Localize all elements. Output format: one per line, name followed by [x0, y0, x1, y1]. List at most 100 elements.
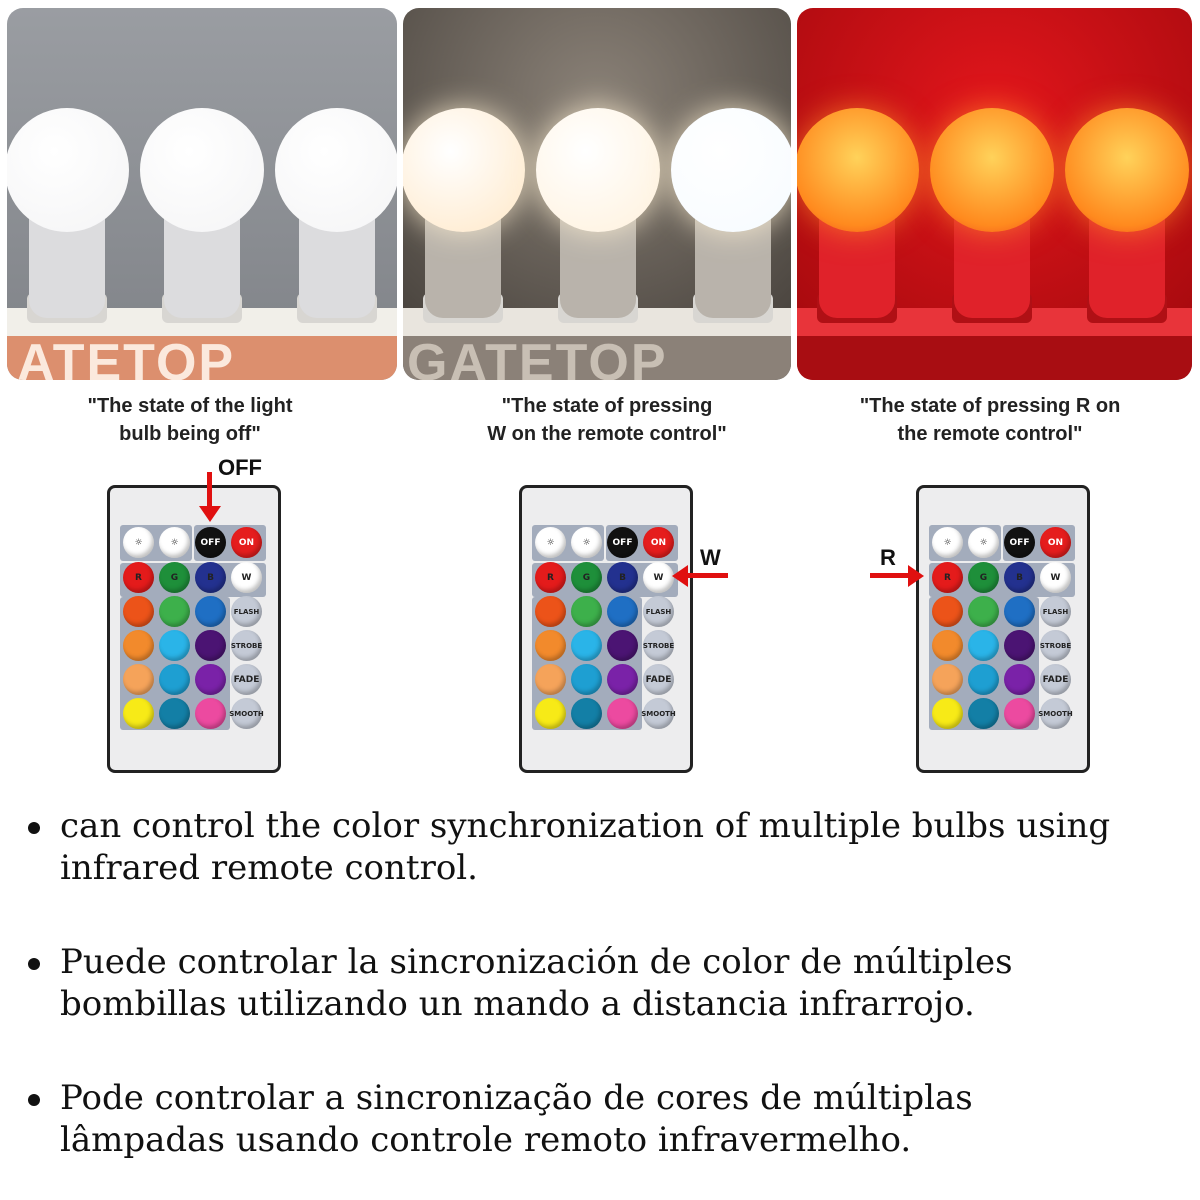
arrow-w [688, 573, 728, 578]
bullet-dot [28, 958, 40, 970]
remote-button-off[interactable]: OFF [195, 527, 226, 558]
remote-button-flash[interactable]: FLASH [1040, 596, 1071, 627]
remote-button-color[interactable] [123, 630, 154, 661]
remote-button-[interactable]: ☼ [123, 527, 154, 558]
remote-button-on[interactable]: ON [1040, 527, 1071, 558]
remote-control-red: ☼ ☼ OFF ON R G B W FLASH STROBE FADE SMOOTH [916, 485, 1090, 773]
arrow-r [870, 573, 910, 578]
remote-button-on[interactable]: ON [231, 527, 262, 558]
caption-line: "The state of the light [87, 395, 293, 417]
remote-button-[interactable]: ☼ [968, 527, 999, 558]
caption-red: "The state of pressing R on the remote co… [810, 392, 1170, 448]
remote-button-[interactable]: ☼ [571, 527, 602, 558]
remote-button-color[interactable] [195, 630, 226, 661]
remote-button-b[interactable]: B [1004, 562, 1035, 593]
remote-control-white: ☼ ☼ OFF ON R G B W FLASH STROBE FADE SMOOTH [519, 485, 693, 773]
remote-button-color[interactable] [1004, 698, 1035, 729]
remote-button-[interactable]: ☼ [535, 527, 566, 558]
remote-button-color[interactable] [159, 698, 190, 729]
remote-button-color[interactable] [932, 698, 963, 729]
brand-watermark: ATETOP [17, 334, 236, 380]
caption-line: W on the remote control" [487, 423, 727, 445]
remote-button-color[interactable] [932, 664, 963, 695]
remote-button-color[interactable] [607, 664, 638, 695]
remote-button-strobe[interactable]: STROBE [231, 630, 262, 661]
remote-button-color[interactable] [535, 596, 566, 627]
remote-button-w[interactable]: W [231, 562, 262, 593]
remote-button-color[interactable] [159, 596, 190, 627]
remote-button-fade[interactable]: FADE [1040, 664, 1071, 695]
remote-button-strobe[interactable]: STROBE [1040, 630, 1071, 661]
bullet-spanish: Puede controlar la sincronización de col… [28, 941, 1198, 1025]
remote-button-color[interactable] [968, 596, 999, 627]
bulb [140, 108, 264, 232]
remote-button-color[interactable] [535, 698, 566, 729]
remote-button-color[interactable] [571, 664, 602, 695]
remote-button-color[interactable] [123, 698, 154, 729]
remote-button-color[interactable] [571, 698, 602, 729]
remote-button-[interactable]: ☼ [159, 527, 190, 558]
remote-button-flash[interactable]: FLASH [643, 596, 674, 627]
remote-button-color[interactable] [195, 596, 226, 627]
caption-line: "The state of pressing [501, 395, 713, 417]
remote-button-fade[interactable]: FADE [643, 664, 674, 695]
remote-button-color[interactable] [195, 698, 226, 729]
brand-watermark: GATETOP [407, 334, 668, 380]
remote-button-color[interactable] [159, 664, 190, 695]
remote-button-strobe[interactable]: STROBE [643, 630, 674, 661]
remote-button-color[interactable] [535, 664, 566, 695]
arrow-off [207, 472, 212, 508]
remote-button-g[interactable]: G [159, 562, 190, 593]
arrow-off-head [199, 506, 221, 522]
remote-button-[interactable]: ☼ [932, 527, 963, 558]
remote-button-smooth[interactable]: SMOOTH [229, 698, 264, 729]
remote-button-fade[interactable]: FADE [231, 664, 262, 695]
remote-button-off[interactable]: OFF [1004, 527, 1035, 558]
remote-button-color[interactable] [607, 698, 638, 729]
remote-button-color[interactable] [932, 596, 963, 627]
remote-control-off: ☼ ☼ OFF ON R G B W FLASH STROBE FADE SMOOTH [107, 485, 281, 773]
bullet-dot [28, 822, 40, 834]
remote-button-color[interactable] [123, 596, 154, 627]
remote-button-r[interactable]: R [535, 562, 566, 593]
remote-button-color[interactable] [123, 664, 154, 695]
bullet-line: Pode controlar a sincronização de cores … [60, 1078, 973, 1118]
remote-button-color[interactable] [571, 596, 602, 627]
remote-button-color[interactable] [1004, 596, 1035, 627]
off-label: OFF [218, 455, 262, 480]
remote-button-color[interactable] [535, 630, 566, 661]
remote-button-r[interactable]: R [123, 562, 154, 593]
caption-white: "The state of pressing W on the remote co… [427, 392, 787, 448]
remote-button-smooth[interactable]: SMOOTH [1038, 698, 1073, 729]
remote-button-b[interactable]: B [607, 562, 638, 593]
remote-button-color[interactable] [968, 698, 999, 729]
bullet-line: infrared remote control. [60, 848, 478, 888]
bulbs-red-photo [797, 8, 1192, 380]
remote-button-g[interactable]: G [968, 562, 999, 593]
bullet-english: can control the color synchronization of… [28, 805, 1198, 889]
remote-button-color[interactable] [1004, 630, 1035, 661]
remote-button-w[interactable]: W [1040, 562, 1071, 593]
remote-button-color[interactable] [932, 630, 963, 661]
remote-button-color[interactable] [968, 664, 999, 695]
caption-line: "The state of pressing R on [859, 395, 1121, 417]
remote-button-color[interactable] [1004, 664, 1035, 695]
bulbs-off-photo: ATETOP [7, 8, 397, 380]
remote-button-color[interactable] [607, 630, 638, 661]
r-label: R [880, 545, 896, 570]
remote-button-r[interactable]: R [932, 562, 963, 593]
remote-button-on[interactable]: ON [643, 527, 674, 558]
bulb [7, 108, 129, 232]
remote-button-color[interactable] [159, 630, 190, 661]
remote-button-w[interactable]: W [643, 562, 674, 593]
remote-button-color[interactable] [607, 596, 638, 627]
remote-button-color[interactable] [195, 664, 226, 695]
remote-button-color[interactable] [571, 630, 602, 661]
bullet-line: Puede controlar la sincronización de col… [60, 942, 1013, 982]
remote-button-smooth[interactable]: SMOOTH [641, 698, 676, 729]
remote-button-flash[interactable]: FLASH [231, 596, 262, 627]
remote-button-off[interactable]: OFF [607, 527, 638, 558]
remote-button-b[interactable]: B [195, 562, 226, 593]
remote-button-g[interactable]: G [571, 562, 602, 593]
remote-button-color[interactable] [968, 630, 999, 661]
